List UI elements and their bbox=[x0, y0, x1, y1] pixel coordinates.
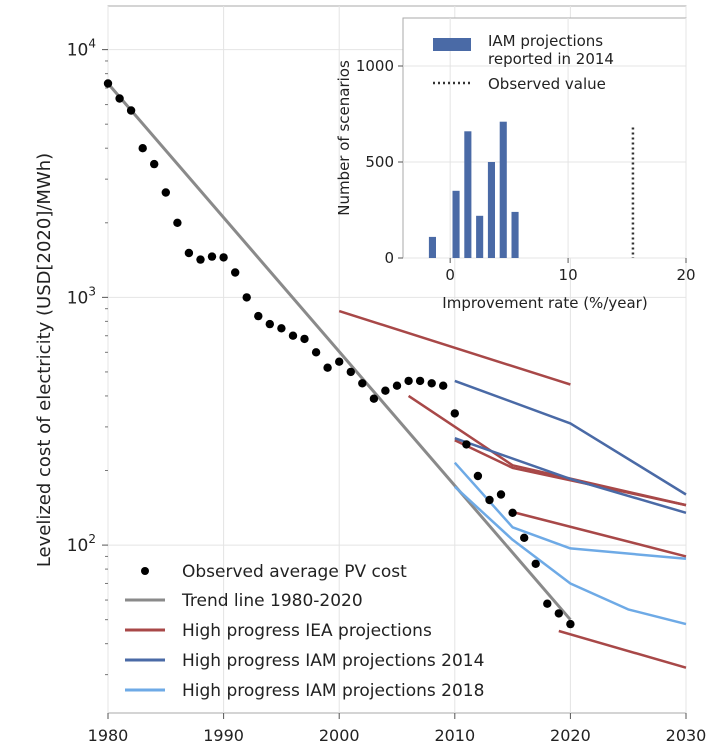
observed-point bbox=[496, 490, 506, 499]
inset-y-tick-label: 500 bbox=[365, 153, 394, 171]
observed-point bbox=[473, 471, 483, 481]
observed-point bbox=[184, 248, 194, 258]
observed-point bbox=[450, 409, 459, 418]
observed-point bbox=[346, 367, 355, 377]
observed-point bbox=[485, 495, 494, 505]
observed-point bbox=[115, 94, 124, 103]
observed-point bbox=[427, 379, 436, 388]
observed-point bbox=[323, 363, 332, 372]
inset-x-axis: 0 10 20 bbox=[445, 258, 696, 284]
inset-bar bbox=[452, 190, 460, 258]
observed-point bbox=[439, 381, 448, 390]
iea-projection-line bbox=[338, 309, 571, 386]
main-series bbox=[106, 82, 687, 669]
iam-2014-projection-line bbox=[454, 379, 687, 496]
observed-point bbox=[161, 188, 170, 197]
iea-projection-line bbox=[512, 510, 687, 558]
observed-point bbox=[543, 599, 552, 608]
inset-legend: IAM projections reported in 2014 Observe… bbox=[433, 32, 614, 93]
observed-point bbox=[531, 559, 540, 568]
inset-y-tick-label: 1000 bbox=[356, 57, 394, 75]
legend-label-iea: High progress IEA projections bbox=[182, 621, 432, 641]
observed-point bbox=[242, 293, 251, 302]
legend-marker-observed bbox=[141, 567, 149, 575]
inset-y-axis: 0 500 1000 bbox=[356, 57, 403, 267]
inset-bar bbox=[511, 211, 519, 258]
observed-point bbox=[300, 334, 309, 344]
inset-bars bbox=[428, 121, 519, 258]
legend-label-iam-2018: High progress IAM projections 2018 bbox=[182, 681, 484, 701]
inset-bar bbox=[487, 162, 495, 258]
inset-y-tick-label: 0 bbox=[384, 249, 394, 267]
inset-legend-label-bars-1: IAM projections bbox=[488, 32, 603, 50]
main-x-tick-label: 2030 bbox=[666, 726, 707, 745]
main-x-axis: 1980 1990 2000 2010 2020 2030 bbox=[88, 713, 707, 745]
inset-x-tick-label: 0 bbox=[445, 266, 455, 284]
main-y-tick-label: 102 bbox=[67, 532, 96, 556]
main-x-tick-label: 1990 bbox=[203, 726, 244, 745]
observed-point bbox=[508, 508, 517, 517]
observed-point bbox=[415, 376, 425, 386]
observed-points bbox=[103, 79, 575, 629]
main-y-axis: 102 103 104 bbox=[67, 37, 108, 676]
legend-label-observed: Observed average PV cost bbox=[182, 562, 407, 582]
observed-point bbox=[288, 331, 298, 340]
inset-x-axis-label: Improvement rate (%/year) bbox=[442, 294, 647, 312]
observed-point bbox=[392, 381, 402, 390]
main-x-tick-label: 2010 bbox=[434, 726, 475, 745]
main-y-tick-label: 103 bbox=[67, 284, 96, 308]
legend-label-trend: Trend line 1980-2020 bbox=[181, 591, 363, 611]
observed-point bbox=[196, 255, 205, 264]
observed-point bbox=[103, 79, 113, 88]
inset-bar bbox=[476, 215, 484, 258]
inset-bar bbox=[428, 236, 436, 258]
inset-x-tick-label: 20 bbox=[676, 266, 695, 284]
observed-point bbox=[462, 440, 471, 449]
iea-projection-line bbox=[558, 629, 687, 669]
observed-point bbox=[138, 144, 147, 153]
observed-point bbox=[173, 218, 182, 227]
observed-point bbox=[404, 376, 413, 386]
observed-point bbox=[231, 268, 240, 277]
inset-gridlines bbox=[403, 18, 687, 259]
inset-legend-label-observed: Observed value bbox=[488, 75, 606, 93]
main-legend: Observed average PV cost Trend line 1980… bbox=[125, 562, 484, 701]
iam-2018-projection-line bbox=[453, 485, 687, 626]
observed-point bbox=[150, 159, 159, 169]
observed-point bbox=[207, 252, 217, 261]
main-y-tick-label: 104 bbox=[67, 37, 96, 61]
iea-projection-line bbox=[454, 439, 687, 507]
main-x-tick-label: 2020 bbox=[550, 726, 591, 745]
observed-point bbox=[381, 386, 390, 395]
observed-point bbox=[219, 253, 228, 262]
observed-point bbox=[369, 394, 379, 403]
iam-2018-projection-line bbox=[453, 461, 687, 561]
observed-point bbox=[126, 106, 136, 115]
observed-point bbox=[311, 348, 321, 357]
observed-point bbox=[335, 357, 344, 366]
observed-point bbox=[277, 324, 286, 333]
trend-line bbox=[106, 82, 572, 621]
inset-x-tick-label: 10 bbox=[559, 266, 578, 284]
legend-label-iam-2014: High progress IAM projections 2014 bbox=[182, 651, 484, 671]
iam-2014-projection-line bbox=[454, 437, 687, 514]
inset-legend-swatch-bars bbox=[433, 38, 471, 51]
observed-point bbox=[520, 533, 529, 542]
observed-point bbox=[358, 379, 367, 388]
main-x-tick-label: 1980 bbox=[88, 726, 129, 745]
inset-bar bbox=[499, 121, 507, 258]
observed-point bbox=[554, 609, 563, 618]
main-x-tick-label: 2000 bbox=[319, 726, 360, 745]
observed-point bbox=[254, 311, 263, 321]
inset-y-axis-label: Number of scenarios bbox=[335, 60, 353, 216]
main-y-axis-label: Levelized cost of electricity (USD[2020]… bbox=[34, 153, 55, 567]
inset-legend-label-bars-2: reported in 2014 bbox=[488, 50, 614, 68]
observed-point bbox=[566, 619, 575, 629]
observed-point bbox=[265, 319, 274, 329]
inset-chart: 0 10 20 0 500 1000 Improvement rate (%/year)… bbox=[335, 17, 696, 312]
inset-bar bbox=[464, 131, 472, 258]
